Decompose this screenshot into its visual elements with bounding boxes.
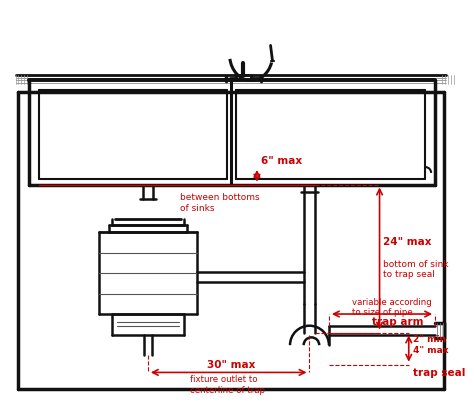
Text: variable according
to size of pipe: variable according to size of pipe (352, 297, 432, 316)
Text: trap arm: trap arm (372, 316, 423, 326)
Text: fixture outlet to
centerline of trap: fixture outlet to centerline of trap (190, 375, 265, 394)
Text: 6" max: 6" max (261, 156, 302, 166)
Text: 24" max: 24" max (383, 237, 432, 247)
Text: between bottoms
of sinks: between bottoms of sinks (180, 193, 260, 212)
Text: bottom of sink
to trap seal: bottom of sink to trap seal (383, 259, 449, 278)
Text: trap seal: trap seal (413, 367, 465, 377)
Text: 2" min
4" max: 2" min 4" max (413, 335, 448, 354)
Text: 30" max: 30" max (207, 359, 255, 369)
